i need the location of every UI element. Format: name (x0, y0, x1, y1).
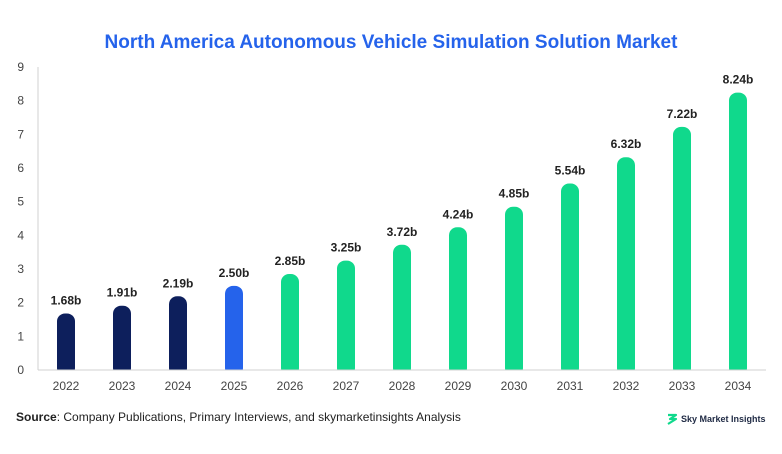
y-tick-label: 0 (17, 363, 24, 377)
brand-logo: Sky Market Insights (666, 413, 766, 425)
x-tick-label: 2033 (669, 379, 696, 393)
y-tick-label: 5 (17, 195, 24, 209)
x-tick-label: 2031 (557, 379, 584, 393)
x-tick-label: 2022 (53, 379, 80, 393)
brand-name: Sky Market Insights (681, 414, 766, 424)
bar (169, 296, 187, 376)
x-tick-label: 2032 (613, 379, 640, 393)
bar (57, 313, 75, 376)
x-tick-label: 2027 (333, 379, 360, 393)
y-tick-label: 3 (17, 262, 24, 276)
bar (449, 227, 467, 376)
chart-title: North America Autonomous Vehicle Simulat… (104, 32, 678, 53)
x-tick-label: 2030 (501, 379, 528, 393)
x-tick-label: 2028 (389, 379, 416, 393)
bar (729, 92, 747, 376)
bar (113, 305, 131, 376)
y-tick-label: 4 (17, 228, 24, 242)
baseline-mask (39, 370, 767, 377)
x-tick-label: 2029 (445, 379, 472, 393)
bar (505, 206, 523, 376)
source-note: Source: Company Publications, Primary In… (16, 410, 461, 424)
y-tick-label: 2 (17, 296, 24, 310)
bar (225, 285, 243, 376)
source-text: : Company Publications, Primary Intervie… (56, 410, 461, 424)
bar-data-label: 1.68b (51, 293, 82, 307)
x-tick-label: 2024 (165, 379, 192, 393)
y-tick-label: 8 (17, 94, 24, 108)
bar-data-label: 3.72b (387, 225, 418, 239)
x-tick-label: 2034 (725, 379, 752, 393)
bar (393, 244, 411, 376)
bar (673, 126, 691, 376)
y-tick-label: 1 (17, 329, 24, 343)
bar-data-label: 8.24b (723, 73, 754, 87)
y-tick-label: 6 (17, 161, 24, 175)
bar-data-label: 2.50b (219, 266, 250, 280)
bar (281, 274, 299, 376)
bar-data-label: 6.32b (611, 137, 642, 151)
bar-data-label: 7.22b (667, 107, 698, 121)
source-label: Source (16, 410, 57, 424)
bar (617, 157, 635, 376)
x-tick-label: 2025 (221, 379, 248, 393)
x-tick-label: 2026 (277, 379, 304, 393)
brand-logo-icon (667, 413, 678, 425)
bar-data-label: 4.24b (443, 207, 474, 221)
y-tick-label: 7 (17, 127, 24, 141)
x-tick-label: 2023 (109, 379, 136, 393)
y-tick-label: 9 (17, 60, 24, 74)
bar-data-label: 5.54b (555, 163, 586, 177)
bar-data-label: 4.85b (499, 187, 530, 201)
bar-data-label: 2.19b (163, 276, 194, 290)
bar (561, 183, 579, 376)
bar-data-label: 3.25b (331, 241, 362, 255)
bar-data-label: 1.91b (107, 286, 138, 300)
bar-data-label: 2.85b (275, 254, 306, 268)
bar (337, 260, 355, 376)
